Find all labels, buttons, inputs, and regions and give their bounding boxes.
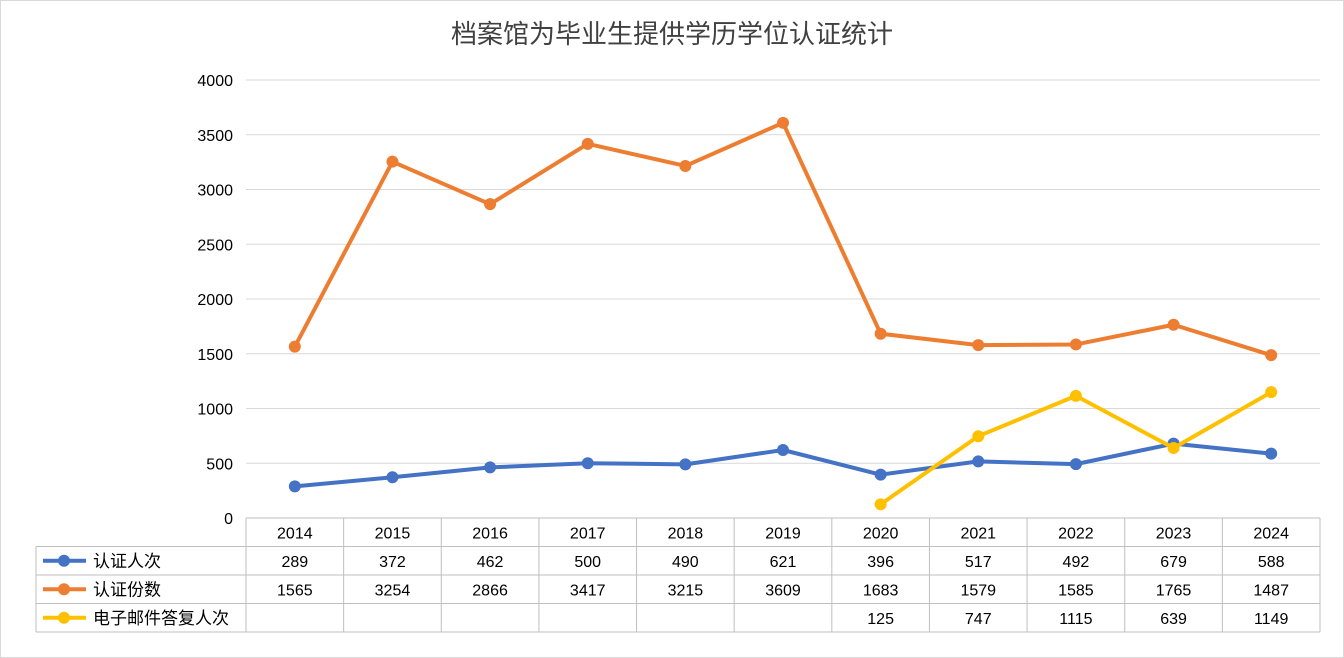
data-point [777,116,789,129]
data-point [484,461,497,474]
data-point [972,430,985,443]
data-label: 462 [477,554,504,571]
data-point [972,339,985,352]
data-point [484,198,497,211]
y-tick-label: 3500 [197,128,233,145]
data-point [1069,458,1082,471]
data-label: 679 [1160,554,1187,571]
data-label: 125 [867,611,894,628]
y-tick-label: 500 [206,456,233,473]
x-tick-label: 2015 [375,525,411,542]
gridlines [246,79,1320,464]
data-point [581,457,594,470]
data-point [386,471,399,484]
data-point [777,444,789,457]
y-tick-label: 3000 [197,183,233,200]
y-tick-label: 2000 [197,292,233,309]
data-label: 588 [1258,554,1285,571]
data-point [679,458,692,471]
data-label: 3254 [375,582,411,599]
legend-marker [58,583,70,596]
data-label: 2866 [472,582,508,599]
data-point [1069,389,1082,402]
data-point [288,480,301,493]
data-point [1167,442,1180,455]
data-point [874,498,887,511]
data-table: 2014 2015 2016 2017 2018 2019 2020 2021 2022 2023… [35,517,1321,633]
y-axis-tick-labels: 0 500 1000 1500 2000 2500 3000 3500 4000 [197,73,233,528]
data-label: 372 [379,554,406,571]
legend-marker [58,554,70,567]
data-label: 1149 [1254,611,1289,628]
data-point [874,327,887,340]
series-line-2 [292,120,1274,358]
x-tick-label: 2017 [570,525,606,542]
data-label: 3609 [765,582,801,599]
data-label: 1585 [1058,582,1094,599]
data-point [1069,338,1082,351]
x-tick-label: 2023 [1156,525,1192,542]
x-tick-label: 2018 [668,525,704,542]
data-label: 3417 [570,582,606,599]
data-label: 1579 [960,582,996,599]
data-label: 1683 [863,582,899,599]
x-tick-label: 2024 [1253,525,1289,542]
y-tick-label: 0 [224,511,233,528]
data-point [1265,447,1278,460]
data-label: 621 [770,554,797,571]
legend-label: 认证人次 [93,552,161,571]
data-label: 747 [965,611,992,628]
data-point [386,155,399,168]
data-label: 396 [867,554,894,571]
data-label: 1487 [1253,582,1289,599]
data-label: 492 [1063,554,1090,571]
x-tick-label: 2020 [863,525,899,542]
data-point [1265,349,1278,362]
x-tick-label: 2022 [1058,525,1094,542]
data-point [1265,386,1278,399]
data-label: 289 [281,554,308,571]
y-tick-label: 1000 [197,402,233,419]
chart-title: 档案馆为毕业生提供学历学位认证统计 [450,20,893,50]
data-label: 500 [574,554,601,571]
data-point [679,159,692,172]
x-tick-label: 2021 [960,525,996,542]
data-label: 639 [1160,611,1187,628]
series-lines [288,116,1278,511]
data-label: 1765 [1156,582,1192,599]
x-tick-label: 2019 [765,525,801,542]
data-point [874,468,887,481]
x-tick-label: 2014 [277,525,313,542]
data-point [581,137,594,150]
legend-label: 认证份数 [93,580,161,599]
data-label: 517 [965,554,992,571]
data-label: 1565 [277,582,313,599]
x-tick-label: 2016 [472,525,508,542]
data-point [1167,318,1180,331]
data-label: 1115 [1059,611,1092,628]
y-tick-label: 1500 [197,347,233,364]
y-tick-label: 2500 [197,237,233,254]
data-point [972,455,985,468]
legend-marker [58,611,70,624]
data-point [288,340,301,353]
data-label: 490 [672,554,699,571]
y-tick-label: 4000 [197,73,233,90]
data-label: 3215 [668,582,704,599]
legend-label: 电子邮件答复人次 [93,609,229,628]
